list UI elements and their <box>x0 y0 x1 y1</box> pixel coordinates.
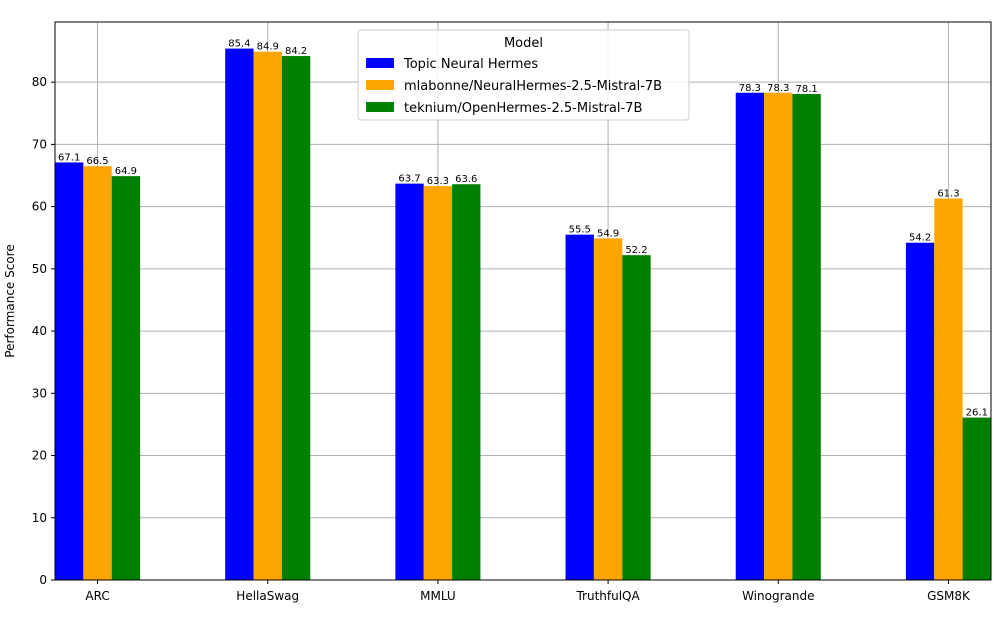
bar <box>423 186 453 580</box>
bar <box>281 56 311 580</box>
legend-swatch <box>366 102 394 112</box>
data-label: 64.9 <box>115 166 137 177</box>
x-tick-label: GSM8K <box>927 589 971 603</box>
y-tick-label: 40 <box>32 324 47 338</box>
data-label-layer: 67.1 85.4 63.7 55.5 78.3 54.2 66.5 84.9 63.3 54.9… <box>58 39 988 419</box>
bar <box>764 92 793 581</box>
plot-frame <box>54 21 992 581</box>
bar <box>962 417 991 580</box>
data-label: 52.2 <box>625 245 647 256</box>
legend-box <box>357 29 690 121</box>
y-tick-label: 60 <box>32 200 47 214</box>
bar <box>55 162 84 580</box>
y-tick-label: 70 <box>32 137 47 151</box>
y-tick-label: 0 <box>39 573 47 587</box>
axis-layer: 0 10 20 30 40 50 60 70 80 ARC HellaSwag MMLU Truthfu… <box>32 75 971 603</box>
data-label: 55.5 <box>569 225 591 236</box>
data-label: 63.3 <box>427 176 449 187</box>
y-tick-label: 10 <box>32 511 47 525</box>
data-label: 63.6 <box>455 174 477 185</box>
data-label: 78.3 <box>739 83 761 94</box>
data-label: 78.1 <box>796 84 818 95</box>
bar <box>111 176 141 581</box>
y-tick-label: 30 <box>32 386 47 400</box>
bar <box>83 166 112 580</box>
bar <box>225 48 254 581</box>
legend: Model Topic Neural Hermes mlabonne/NeuralH… <box>357 29 690 121</box>
data-label: 66.5 <box>86 156 108 167</box>
data-label: 54.9 <box>597 228 619 239</box>
y-tick-label: 20 <box>32 449 47 463</box>
bar <box>565 234 594 580</box>
data-label: 78.3 <box>767 83 789 94</box>
legend-title: Model <box>504 36 543 51</box>
bar <box>253 51 282 580</box>
data-label: 54.2 <box>909 233 931 244</box>
bar <box>452 184 481 581</box>
legend-entry-label: Topic Neural Hermes <box>403 57 538 72</box>
bar <box>792 93 821 581</box>
bar <box>735 92 765 581</box>
x-tick-label: TruthfulQA <box>575 589 640 603</box>
x-tick-label: HellaSwag <box>236 589 299 603</box>
x-tick-label: Winogrande <box>742 589 814 603</box>
bar <box>395 183 424 580</box>
y-axis-title: Performance Score <box>3 244 17 357</box>
data-label: 61.3 <box>937 189 959 200</box>
y-tick-label: 80 <box>32 75 47 89</box>
bar <box>905 242 935 580</box>
data-label: 63.7 <box>398 174 420 185</box>
bar <box>593 238 623 580</box>
legend-entry-label: mlabonne/NeuralHermes-2.5-Mistral-7B <box>404 79 662 94</box>
legend-swatch <box>366 58 394 68</box>
legend-swatch <box>366 80 394 90</box>
x-tick-label: ARC <box>85 589 109 603</box>
data-label: 85.4 <box>228 39 250 50</box>
data-label: 84.9 <box>257 42 279 53</box>
bar <box>622 255 651 580</box>
data-label: 84.2 <box>285 46 307 57</box>
bar <box>934 198 963 580</box>
bar-layer <box>55 48 991 581</box>
y-tick-label: 50 <box>32 262 47 276</box>
data-label: 26.1 <box>966 408 988 419</box>
legend-entry-label: teknium/OpenHermes-2.5-Mistral-7B <box>404 101 642 116</box>
data-label: 67.1 <box>58 152 80 163</box>
x-tick-label: MMLU <box>420 589 456 603</box>
